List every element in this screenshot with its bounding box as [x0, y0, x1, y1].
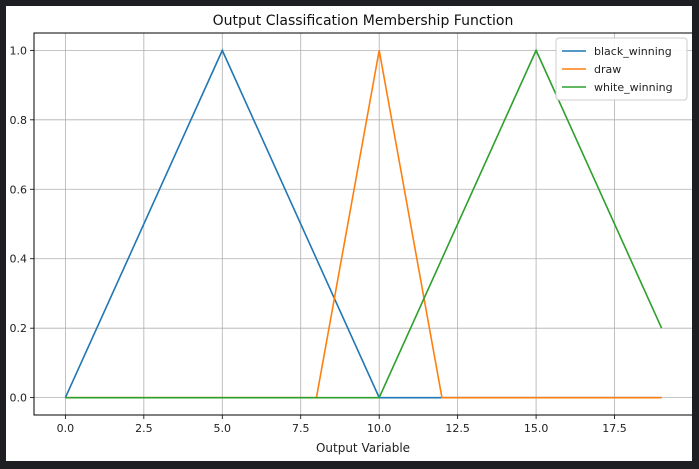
x-axis-ticks: 0.0 2.5 5.0 7.5 10.0 12.5 15.0 17.5 [57, 415, 627, 435]
y-tick-label: 0.4 [10, 253, 28, 266]
series-line-white_winning [65, 48, 663, 399]
x-tick-label: 12.5 [445, 422, 470, 435]
y-tick-label: 1.0 [10, 44, 28, 57]
chart-title: Output Classification Membership Functio… [213, 13, 514, 29]
y-tick-label: 0.8 [10, 114, 28, 127]
x-tick-label: 10.0 [367, 422, 392, 435]
series-lines [64, 48, 663, 399]
plot-area-border [33, 32, 692, 416]
figure: Output Classification Membership Functio… [6, 6, 692, 461]
y-tick-label: 0.2 [10, 322, 28, 335]
series-line-black_winning [64, 48, 662, 399]
y-tick-label: 0.6 [10, 183, 28, 196]
membership-chart: Output Classification Membership Functio… [10, 13, 692, 455]
x-tick-label: 17.5 [602, 422, 627, 435]
y-axis-ticks: 0.0 0.2 0.4 0.6 0.8 1.0 [10, 44, 34, 405]
y-tick-label: 0.0 [10, 392, 28, 405]
legend-label: black_winning [594, 45, 672, 58]
x-tick-label: 5.0 [214, 422, 232, 435]
x-tick-label: 15.0 [524, 422, 549, 435]
x-axis-label: Output Variable [316, 441, 410, 455]
series-line-draw [65, 50, 662, 399]
legend-label: white_winning [594, 81, 673, 94]
legend-box [555, 37, 688, 101]
x-tick-label: 7.5 [292, 422, 310, 435]
x-tick-label: 2.5 [135, 422, 153, 435]
x-tick-label: 0.0 [57, 422, 75, 435]
legend-label: draw [594, 63, 621, 76]
